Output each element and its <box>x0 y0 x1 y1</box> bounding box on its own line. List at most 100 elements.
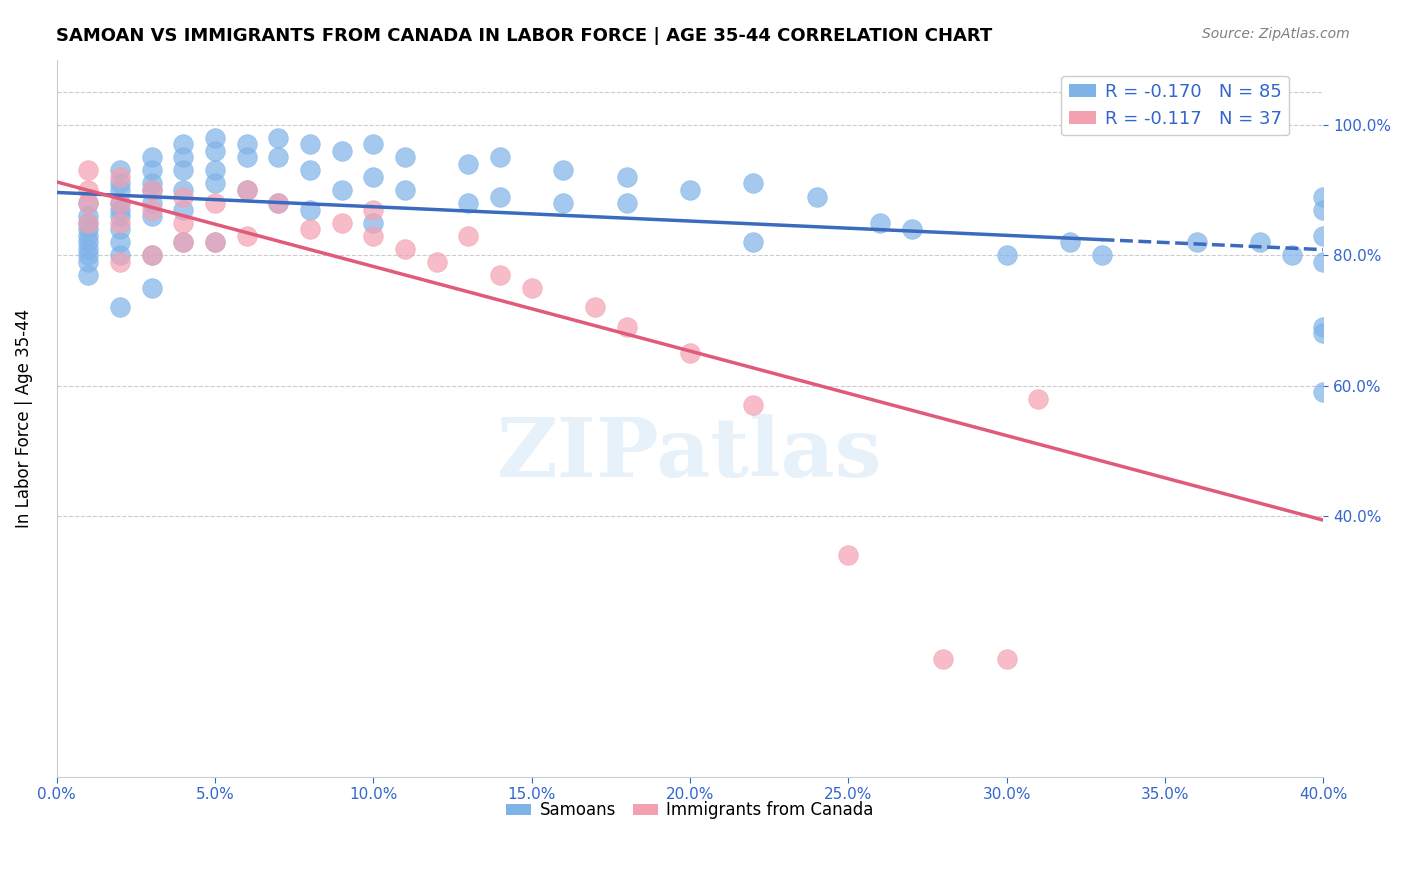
Point <box>235 183 257 197</box>
Point <box>141 281 163 295</box>
Point <box>583 301 606 315</box>
Point <box>361 137 384 152</box>
Point <box>394 242 416 256</box>
Point <box>235 228 257 243</box>
Point <box>77 216 100 230</box>
Point <box>869 216 891 230</box>
Point <box>553 196 575 211</box>
Point <box>616 196 638 211</box>
Point <box>361 228 384 243</box>
Point <box>108 169 131 184</box>
Point <box>77 242 100 256</box>
Point <box>1249 235 1271 249</box>
Point <box>330 183 353 197</box>
Text: SAMOAN VS IMMIGRANTS FROM CANADA IN LABOR FORCE | AGE 35-44 CORRELATION CHART: SAMOAN VS IMMIGRANTS FROM CANADA IN LABO… <box>56 27 993 45</box>
Point <box>298 202 321 217</box>
Point <box>77 248 100 262</box>
Point <box>742 235 765 249</box>
Point <box>77 235 100 249</box>
Point <box>77 209 100 223</box>
Point <box>204 144 226 158</box>
Point <box>108 202 131 217</box>
Point <box>489 150 512 164</box>
Point <box>1312 254 1334 268</box>
Point <box>77 216 100 230</box>
Point <box>361 216 384 230</box>
Point <box>489 268 512 282</box>
Point <box>172 150 194 164</box>
Point <box>267 150 290 164</box>
Point <box>141 209 163 223</box>
Point <box>108 248 131 262</box>
Point <box>932 652 955 666</box>
Text: Source: ZipAtlas.com: Source: ZipAtlas.com <box>1202 27 1350 41</box>
Point <box>77 183 100 197</box>
Point <box>141 177 163 191</box>
Point <box>204 196 226 211</box>
Point <box>361 202 384 217</box>
Point <box>77 196 100 211</box>
Point <box>172 183 194 197</box>
Point <box>204 163 226 178</box>
Point <box>141 183 163 197</box>
Point <box>679 346 702 360</box>
Point <box>489 189 512 203</box>
Point <box>77 196 100 211</box>
Y-axis label: In Labor Force | Age 35-44: In Labor Force | Age 35-44 <box>15 309 32 528</box>
Point <box>1312 385 1334 400</box>
Point <box>108 254 131 268</box>
Point <box>553 163 575 178</box>
Point <box>298 137 321 152</box>
Point <box>1312 228 1334 243</box>
Point <box>520 281 543 295</box>
Point <box>394 150 416 164</box>
Point <box>1312 202 1334 217</box>
Point <box>108 196 131 211</box>
Point <box>108 216 131 230</box>
Point <box>1312 326 1334 341</box>
Point <box>141 202 163 217</box>
Point <box>141 163 163 178</box>
Point <box>172 202 194 217</box>
Point <box>141 150 163 164</box>
Point <box>141 248 163 262</box>
Point <box>108 235 131 249</box>
Point <box>108 301 131 315</box>
Point <box>77 222 100 236</box>
Point <box>361 169 384 184</box>
Point <box>204 235 226 249</box>
Point <box>267 196 290 211</box>
Point <box>1026 392 1049 406</box>
Point <box>108 163 131 178</box>
Point <box>108 209 131 223</box>
Point <box>995 248 1018 262</box>
Point <box>172 163 194 178</box>
Point <box>679 183 702 197</box>
Point <box>141 196 163 211</box>
Point <box>204 177 226 191</box>
Point <box>141 248 163 262</box>
Point <box>616 169 638 184</box>
Point <box>1185 118 1208 132</box>
Point <box>172 235 194 249</box>
Point <box>426 254 449 268</box>
Legend: Samoans, Immigrants from Canada: Samoans, Immigrants from Canada <box>499 795 880 826</box>
Point <box>457 157 479 171</box>
Point <box>616 320 638 334</box>
Point <box>77 228 100 243</box>
Point <box>235 150 257 164</box>
Point <box>172 137 194 152</box>
Point <box>995 652 1018 666</box>
Point <box>1059 235 1081 249</box>
Point <box>172 216 194 230</box>
Point <box>1281 248 1303 262</box>
Point <box>235 137 257 152</box>
Point <box>204 235 226 249</box>
Point <box>806 189 828 203</box>
Point <box>172 235 194 249</box>
Point <box>742 398 765 412</box>
Point <box>77 163 100 178</box>
Point <box>77 254 100 268</box>
Point <box>900 222 922 236</box>
Point <box>141 183 163 197</box>
